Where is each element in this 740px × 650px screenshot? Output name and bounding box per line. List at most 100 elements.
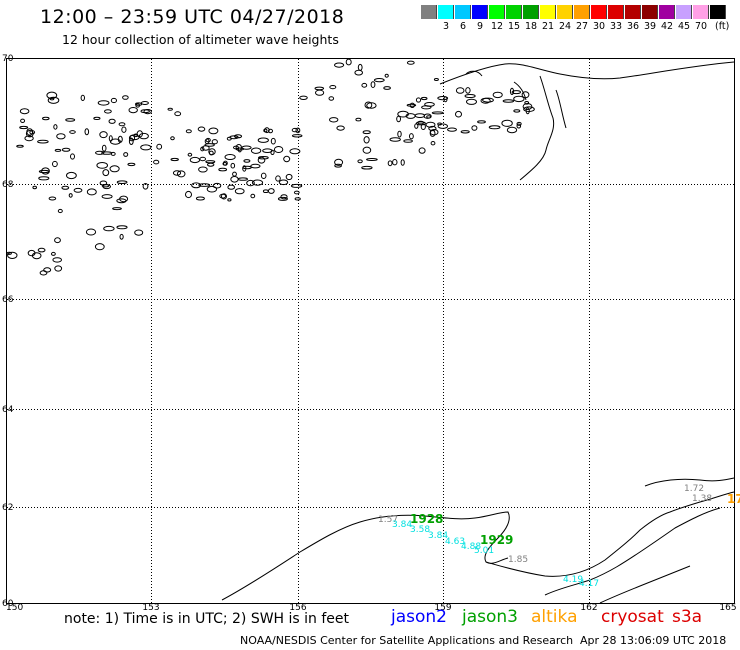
scale-label: 3 — [442, 21, 450, 32]
scale-label: 15 — [507, 21, 521, 32]
lake-outline — [96, 162, 108, 169]
lake-outline — [299, 95, 308, 101]
lake-outline — [127, 162, 136, 167]
lake-outline — [206, 185, 218, 193]
lake-outline — [27, 249, 36, 257]
lake-outline — [334, 62, 345, 68]
lake-outline — [415, 97, 422, 103]
lake-outline — [291, 134, 303, 138]
lake-outline — [501, 119, 513, 127]
lake-outline — [26, 128, 34, 136]
scale-label: 6 — [459, 21, 467, 32]
lake-outline — [25, 130, 34, 138]
lake-outline — [357, 159, 363, 164]
lake-outline — [420, 123, 426, 131]
lake-outline — [267, 188, 275, 194]
lake-outline — [53, 124, 58, 130]
scale-label: 24 — [558, 21, 572, 32]
lake-outline — [86, 188, 97, 196]
scale-swatch — [659, 5, 675, 19]
lake-outline — [429, 129, 439, 136]
lake-outline — [187, 152, 193, 157]
lake-outline — [65, 118, 76, 122]
lake-outline — [273, 146, 284, 153]
lake-outline — [357, 63, 363, 71]
lake-outline — [42, 116, 50, 121]
lake-outline — [230, 176, 239, 183]
lake-outline — [420, 96, 428, 101]
lake-outline — [250, 147, 262, 154]
lake-outline — [506, 126, 518, 134]
scale-unit: (ft) — [715, 21, 730, 32]
lake-outline — [116, 180, 128, 184]
lake-outline — [285, 173, 293, 181]
lake-outline — [43, 267, 52, 273]
lake-outline — [426, 115, 432, 119]
lake-outline — [134, 229, 144, 236]
scale-label: 39 — [643, 21, 657, 32]
lake-outline — [234, 188, 245, 195]
lake-outline — [198, 166, 208, 173]
lake-outline — [119, 233, 124, 240]
satellite-name: jason3 — [462, 607, 518, 627]
lake-outline — [101, 144, 107, 152]
lake-outline — [384, 73, 389, 78]
lake-outline — [230, 162, 236, 169]
scale-swatch — [693, 5, 709, 19]
lake-outline — [525, 107, 530, 115]
lake-outline — [54, 265, 63, 272]
lake-outline — [389, 137, 401, 142]
lake-outline — [260, 172, 267, 180]
lake-outline — [251, 179, 264, 186]
scale-label: 18 — [524, 21, 538, 32]
scale-swatch — [625, 5, 641, 19]
southern-coastline — [221, 477, 735, 604]
lake-outline — [52, 257, 63, 263]
scale-label: 30 — [592, 21, 606, 32]
scale-swatch — [523, 5, 539, 19]
lake-outline — [373, 78, 385, 83]
units-note: note: 1) Time is in UTC; 2) SWH is in fe… — [64, 611, 350, 627]
lake-outline — [101, 184, 110, 188]
lake-outline — [437, 123, 448, 129]
lake-outline — [237, 177, 248, 181]
lake-outline — [400, 159, 405, 166]
lake-outline — [208, 127, 219, 135]
lake-outline — [262, 148, 273, 153]
lake-outline — [235, 144, 243, 151]
lake-outline — [199, 156, 206, 162]
lake-outline — [47, 96, 60, 104]
scale-swatch — [438, 5, 454, 19]
lake-outline — [295, 127, 301, 134]
lake-outline — [205, 137, 211, 143]
lake-outline — [16, 144, 24, 148]
lake-outline — [116, 225, 128, 230]
lake-outline — [336, 125, 345, 131]
lake-outline — [73, 187, 83, 193]
lake-outline — [227, 198, 232, 202]
lake-outline — [362, 146, 372, 154]
lake-outline — [140, 109, 150, 114]
lake-outline — [176, 170, 186, 178]
lake-outline — [270, 137, 276, 145]
lake-outline — [524, 101, 530, 105]
lake-outline — [477, 120, 486, 124]
lake-outline — [121, 126, 127, 133]
lake-outline — [334, 158, 344, 166]
lake-outline — [509, 87, 515, 96]
lake-outline — [197, 126, 206, 132]
lake-outline — [142, 183, 149, 190]
scale-swatch — [710, 5, 726, 19]
lake-outline — [516, 121, 522, 126]
lake-outline — [99, 131, 108, 139]
scale-label: 9 — [476, 21, 484, 32]
scale-label: 21 — [541, 21, 555, 32]
wave-height-observation: 1929 — [480, 533, 513, 547]
lake-outline — [314, 86, 325, 91]
lake-outline — [431, 111, 444, 115]
lake-outline — [140, 101, 149, 105]
lake-outline — [101, 151, 113, 155]
lake-outline — [437, 96, 449, 101]
lake-outline — [465, 87, 471, 94]
lake-outline — [264, 127, 270, 134]
